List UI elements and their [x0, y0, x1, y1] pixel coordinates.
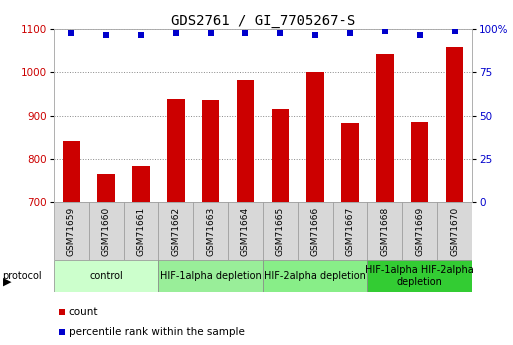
Bar [54, 202, 89, 260]
Bar [271, 109, 289, 345]
Text: GSM71665: GSM71665 [276, 207, 285, 256]
Bar [446, 47, 463, 345]
Bar [124, 202, 159, 260]
Bar [54, 260, 159, 292]
Bar [132, 167, 150, 345]
Point [381, 28, 389, 34]
Text: HIF-1alpha depletion: HIF-1alpha depletion [160, 271, 262, 281]
Text: GSM71662: GSM71662 [171, 207, 180, 256]
Title: GDS2761 / GI_7705267-S: GDS2761 / GI_7705267-S [171, 14, 355, 28]
Bar [167, 99, 185, 345]
Bar [263, 260, 367, 292]
Point [67, 30, 75, 36]
Bar [367, 202, 402, 260]
Bar [193, 202, 228, 260]
Bar [97, 174, 115, 345]
Text: GSM71667: GSM71667 [346, 207, 354, 256]
Bar [402, 202, 437, 260]
Text: HIF-2alpha depletion: HIF-2alpha depletion [264, 271, 366, 281]
Bar [159, 202, 193, 260]
Text: GSM71663: GSM71663 [206, 207, 215, 256]
Bar [376, 54, 393, 345]
Text: GSM71660: GSM71660 [102, 207, 111, 256]
Point [137, 32, 145, 37]
Point [242, 30, 250, 36]
Text: percentile rank within the sample: percentile rank within the sample [69, 327, 245, 337]
Bar [298, 202, 332, 260]
Bar [63, 141, 80, 345]
Point [207, 30, 215, 36]
Point [311, 32, 319, 37]
Point [346, 30, 354, 36]
Text: count: count [69, 307, 98, 317]
Text: control: control [89, 271, 123, 281]
Text: ▶: ▶ [3, 276, 11, 286]
Point [172, 30, 180, 36]
Text: GSM71661: GSM71661 [136, 207, 146, 256]
Bar [411, 122, 428, 345]
Text: GSM71668: GSM71668 [380, 207, 389, 256]
Bar [202, 100, 220, 345]
Bar [367, 260, 472, 292]
Text: GSM71664: GSM71664 [241, 207, 250, 256]
Point [276, 30, 284, 36]
Text: GSM71659: GSM71659 [67, 207, 76, 256]
Bar [341, 124, 359, 345]
Point [102, 32, 110, 37]
Bar [237, 80, 254, 345]
Bar [437, 202, 472, 260]
Bar [306, 71, 324, 345]
Text: GSM71666: GSM71666 [311, 207, 320, 256]
Bar [159, 260, 263, 292]
Text: GSM71669: GSM71669 [415, 207, 424, 256]
Bar [263, 202, 298, 260]
Bar [228, 202, 263, 260]
Bar [89, 202, 124, 260]
Point [416, 32, 424, 37]
Point [450, 28, 459, 34]
Text: protocol: protocol [3, 271, 42, 281]
Bar [332, 202, 367, 260]
Text: GSM71670: GSM71670 [450, 207, 459, 256]
Text: HIF-1alpha HIF-2alpha
depletion: HIF-1alpha HIF-2alpha depletion [365, 265, 474, 287]
